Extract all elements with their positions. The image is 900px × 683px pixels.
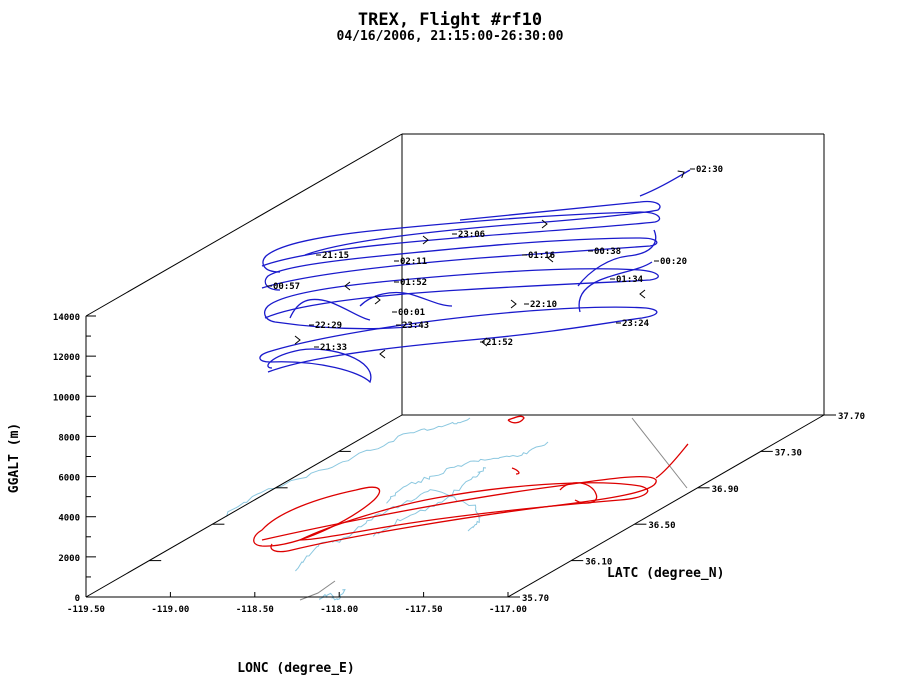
time-label: 23:24 [622,319,650,329]
z-tick-label: 14000 [53,313,80,323]
y-tick-label: 36.50 [648,521,675,531]
direction-arrow-head [541,219,548,229]
flight-track-segment [261,237,658,291]
x-tick-label: -118.00 [320,605,358,615]
x-axis-label: LONC (degree_E) [237,661,354,676]
z-tick-label: 10000 [53,393,80,403]
x-tick-label: -118.50 [236,605,274,615]
y-tick-label: 36.90 [712,485,739,495]
flight-track-segment [289,298,371,321]
direction-arrow-head [379,349,386,359]
z-tick-label: 2000 [58,554,80,564]
flight-track-segment [264,268,659,330]
direction-arrow-head [639,289,646,299]
map-contour-line [226,417,471,517]
y-tick-label: 35.70 [522,594,549,604]
time-label: 01:34 [616,275,644,285]
z-tick-label: 4000 [58,514,80,524]
axis-ticks: -119.50 -119.00 -118.50 -118.00 -117.50 -117.… [53,313,865,615]
chart-title: TREX, Flight #rf10 [358,10,542,30]
direction-arrow [374,295,381,305]
z-tick-label: 6000 [58,474,80,484]
time-labels: 21:15 02:11 23:06 01:16 00:38 02:30 00:20 01:34… [267,165,723,353]
z-tick-label: 12000 [53,353,80,363]
flight-track-segment [578,261,653,313]
x-tick-label: -119.00 [151,605,189,615]
direction-arrow [541,219,548,229]
time-label: 23:06 [458,230,485,240]
time-label: 02:30 [696,165,723,175]
direction-arrow [677,170,685,179]
direction-arrow-head [677,170,685,179]
time-label: 21:52 [486,338,513,348]
direction-arrow-head [510,299,517,309]
flight-track-segment [259,306,658,384]
time-label: 00:57 [273,282,300,292]
flight-track-segment [261,211,661,273]
y-tick-label: 37.30 [775,448,802,458]
flight-track-segment [639,169,691,197]
direction-arrow [344,281,351,291]
time-label: 01:52 [400,278,427,288]
y-axis-line [507,414,825,598]
ground-track-segment [253,486,381,547]
x-tick-label: -119.50 [67,605,105,615]
time-label: 22:10 [530,300,557,310]
map-grey-line [631,417,688,489]
direction-arrow [422,235,429,245]
z-tick-label: 8000 [58,433,80,443]
ground-track-segment [299,482,649,541]
direction-arrow-head [374,295,381,305]
axis-box-frame [85,133,825,598]
direction-arrow-head [344,281,351,291]
direction-arrow-head [547,253,554,263]
flight-track-segment [359,291,453,307]
top-left-edge [85,133,403,317]
flight-track-3d [259,169,691,384]
direction-arrow [294,335,301,345]
ground-track-segment [511,467,520,475]
time-label: 00:20 [660,257,687,267]
x-tick-label: -117.00 [489,605,527,615]
flight-track-segment [577,229,657,287]
ground-track-segment [655,443,689,479]
ground-track-projection [253,415,689,553]
ground-track-segment [507,415,525,424]
z-axis-label: GGALT (m) [7,423,22,493]
time-label: 00:38 [594,247,621,257]
y-tick-label: 37.70 [838,412,865,422]
direction-arrow [379,349,386,359]
floor-left-edge [85,414,403,598]
x-tick-label: -117.50 [405,605,443,615]
flight-track-segment [304,200,661,256]
time-label: 01:16 [528,251,555,261]
time-label: 22:29 [315,321,342,331]
time-label: 00:01 [398,308,425,318]
ground-track-segment [261,476,657,553]
y-tick-label: 36.10 [585,558,612,568]
time-label: 21:15 [322,251,349,261]
chart-subtitle: 04/16/2006, 21:15:00-26:30:00 [337,29,564,44]
time-label: 21:33 [320,343,347,353]
z-tick-label: 0 [75,594,80,604]
direction-arrow [639,289,646,299]
direction-arrow-head [294,335,301,345]
y-axis-label: LATC (degree_N) [607,566,724,581]
direction-arrow [547,253,554,263]
time-label: 23:43 [402,321,429,331]
map-grey-line [299,580,336,601]
ground-track-segment [559,482,598,504]
direction-arrow [510,299,517,309]
map-contour-line [386,441,549,504]
time-label: 02:11 [400,257,427,267]
direction-arrow-head [422,235,429,245]
map-contour-line [319,589,346,601]
